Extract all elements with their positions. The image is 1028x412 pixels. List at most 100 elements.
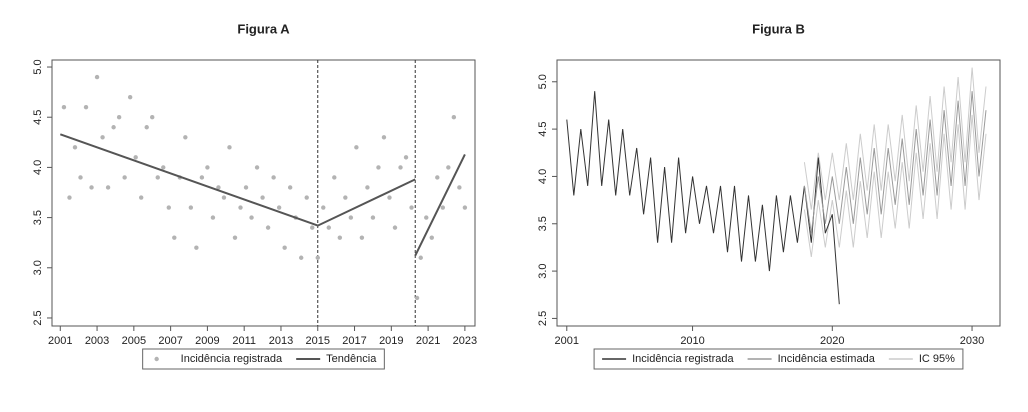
data-point — [166, 205, 171, 210]
data-point — [343, 195, 348, 200]
data-point — [276, 205, 282, 210]
data-point — [205, 165, 210, 170]
y-tick-label: 3.0 — [537, 263, 549, 278]
data-point — [446, 165, 451, 170]
data-point — [287, 185, 293, 190]
x-tick-label: 2003 — [85, 335, 109, 347]
data-point — [94, 74, 100, 80]
plot-frame — [51, 59, 476, 327]
data-point — [78, 175, 83, 180]
data-point — [260, 195, 265, 200]
legend-box — [142, 348, 385, 370]
data-point — [354, 145, 359, 150]
x-tick-label: 2010 — [680, 335, 704, 347]
data-point — [116, 115, 122, 120]
data-point — [409, 205, 414, 210]
y-tick-label: 4.0 — [32, 160, 44, 175]
x-tick-label: 2007 — [158, 335, 182, 347]
data-point — [243, 185, 249, 190]
data-point — [144, 125, 149, 130]
data-point — [221, 195, 227, 200]
y-tick-label: 4.0 — [537, 169, 549, 184]
data-point — [194, 245, 199, 250]
y-tick-label: 4.5 — [537, 121, 549, 136]
data-point — [100, 135, 105, 140]
data-point — [150, 115, 155, 120]
data-point — [271, 175, 276, 180]
x-tick-label: 2015 — [306, 335, 330, 347]
legend-label: Incidência estimada — [778, 353, 876, 365]
data-point — [418, 255, 423, 260]
ci-line — [803, 114, 987, 257]
data-point — [155, 175, 160, 180]
y-tick-label: 3.5 — [32, 210, 44, 225]
data-point — [265, 225, 271, 230]
x-tick-label: 2011 — [232, 335, 256, 347]
x-tick-label: 2030 — [960, 335, 984, 347]
data-line — [803, 91, 987, 234]
data-point — [67, 195, 72, 200]
data-point — [238, 205, 243, 210]
data-line — [566, 91, 840, 305]
data-point — [414, 295, 420, 301]
data-point — [61, 104, 67, 110]
x-tick-label: 2005 — [122, 335, 146, 347]
legend-label: Tendência — [326, 353, 377, 365]
data-point — [111, 125, 116, 130]
ci-line — [803, 67, 987, 210]
data-point — [232, 235, 238, 240]
data-point — [359, 235, 365, 240]
data-point — [381, 135, 387, 140]
y-tick-label: 2.5 — [32, 310, 44, 325]
data-point — [440, 205, 446, 210]
y-tick-label: 5.0 — [537, 74, 549, 89]
plot-frame — [556, 59, 1001, 327]
data-point — [72, 145, 78, 150]
data-point — [249, 215, 254, 220]
y-tick-label: 3.5 — [537, 216, 549, 231]
x-tick-label: 2017 — [342, 335, 366, 347]
chart-title: Figura A — [237, 21, 290, 36]
data-point — [161, 165, 166, 170]
data-point — [299, 255, 304, 260]
y-tick-label: 5.0 — [32, 59, 44, 74]
data-point — [398, 165, 403, 170]
data-point — [216, 185, 221, 190]
data-point — [183, 135, 188, 140]
data-point — [122, 175, 127, 180]
data-line — [59, 133, 466, 257]
y-tick-label: 4.5 — [32, 110, 44, 125]
data-point — [199, 175, 205, 180]
data-point — [365, 185, 370, 190]
x-tick-label: 2020 — [820, 335, 844, 347]
x-tick-label: 2001 — [555, 335, 579, 347]
data-point — [89, 185, 94, 190]
data-point — [326, 225, 331, 230]
data-point — [462, 205, 468, 210]
data-point — [83, 104, 89, 110]
data-point — [227, 145, 232, 150]
data-point — [127, 94, 133, 100]
data-point — [403, 155, 409, 160]
data-point — [310, 225, 315, 230]
data-point — [376, 165, 381, 170]
data-point — [424, 215, 429, 220]
y-tick-label: 2.5 — [537, 311, 549, 326]
data-point — [348, 215, 354, 220]
data-point — [435, 175, 440, 180]
data-point — [188, 205, 194, 210]
data-point — [337, 235, 343, 240]
x-tick-label: 2021 — [416, 335, 440, 347]
legend-marker — [154, 356, 159, 362]
data-point — [457, 185, 462, 190]
data-point — [451, 115, 457, 120]
data-point — [304, 195, 309, 200]
data-point — [138, 195, 144, 200]
data-point — [392, 225, 398, 230]
legend-label: Incidência registrada — [181, 353, 283, 365]
data-point — [282, 245, 287, 250]
x-tick-label: 2019 — [379, 335, 403, 347]
data-point — [370, 215, 376, 220]
